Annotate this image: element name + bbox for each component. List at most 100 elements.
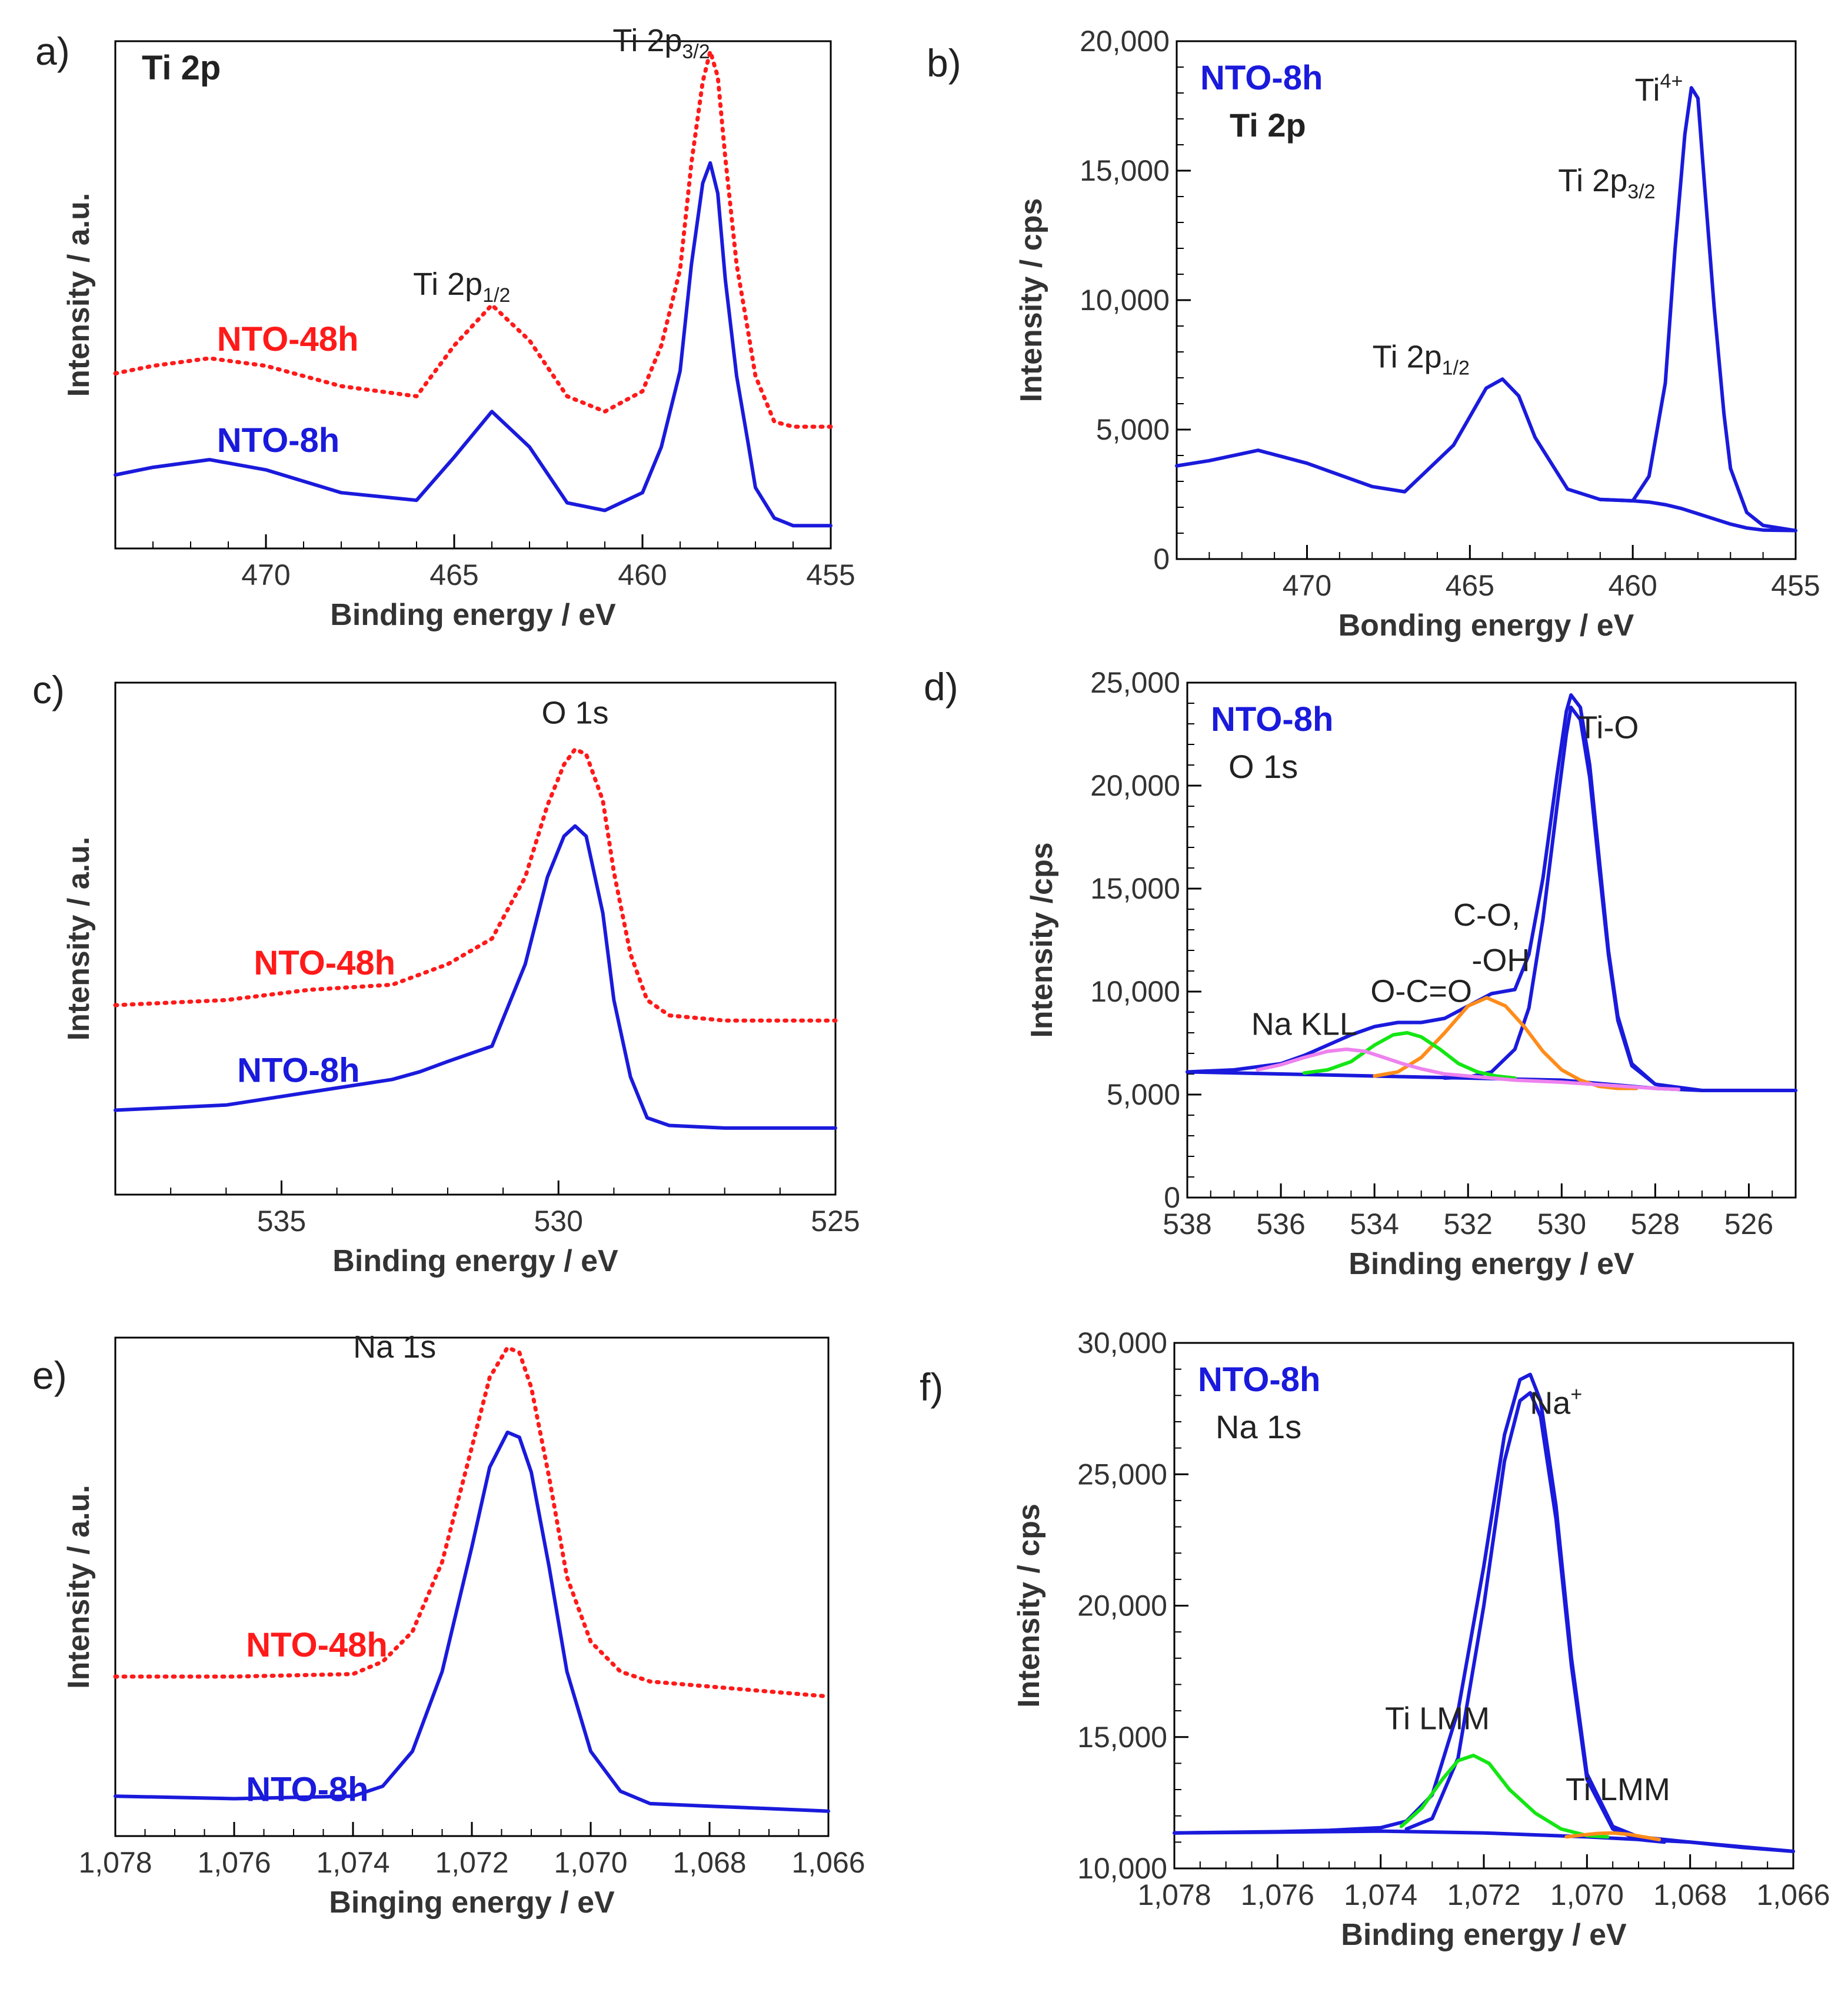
curve-label: NTO-48h — [246, 1626, 388, 1664]
sample-label: NTO-8h — [1200, 59, 1323, 97]
peak-annotation: C-O, — [1453, 897, 1520, 933]
y-tick-label: 20,000 — [1077, 1589, 1167, 1622]
y-tick-label: 5,000 — [1096, 413, 1170, 446]
panel-title: Ti 2p — [1230, 107, 1306, 144]
y-tick-label: 5,000 — [1107, 1078, 1180, 1111]
x-axis-label: Binding energy / eV — [332, 1244, 618, 1278]
x-tick-label: 1,078 — [1137, 1878, 1211, 1911]
curve-label: NTO-8h — [246, 1771, 368, 1809]
x-tick-label: 528 — [1631, 1208, 1680, 1241]
peak-annotation: Ti4+ — [1635, 70, 1683, 108]
panel-c: 535 530 525 Binding energy / eV Intensity / … — [32, 668, 860, 1278]
y-tick-label: 25,000 — [1077, 1458, 1167, 1491]
curve-label: NTO-8h — [217, 421, 339, 460]
curve-label: NTO-8h — [237, 1052, 359, 1090]
sample-label: NTO-8h — [1211, 700, 1333, 739]
y-axis-label: Intensity /cps — [1025, 842, 1059, 1037]
x-axis-label: Binding energy / eV — [330, 598, 616, 632]
y-tick-label: 15,000 — [1080, 154, 1170, 187]
x-tick-label: 465 — [429, 558, 478, 591]
y-tick-label: 0 — [1153, 543, 1170, 576]
peak-annotation: Ti 2p3/2 — [612, 23, 710, 63]
y-tick-label: 15,000 — [1090, 872, 1180, 905]
plot-frame — [114, 40, 832, 550]
series-nto-48h — [113, 49, 833, 429]
x-tick-label: 460 — [618, 558, 667, 591]
series-ti-lmm-1-069-6 — [1564, 1831, 1661, 1841]
series-line — [1598, 497, 1797, 533]
series-nto-8h — [114, 161, 833, 528]
peak-annotation: Ti 2p3/2 — [1558, 163, 1655, 203]
series-ti-lmm-1-072-2 — [1399, 1754, 1610, 1839]
x-tick-label: 535 — [257, 1205, 306, 1238]
peak-annotation: Ti LMM — [1385, 1701, 1490, 1736]
series-nto-8h — [114, 1430, 830, 1813]
panel-label: c) — [32, 668, 65, 711]
x-tick-label: 1,078 — [78, 1846, 152, 1879]
x-tick-label: 532 — [1444, 1208, 1493, 1241]
series-ti-o — [1443, 706, 1681, 1090]
x-tick-label: 455 — [1771, 569, 1820, 602]
x-tick-label: 530 — [534, 1205, 583, 1238]
series-o-c-o — [1302, 1031, 1517, 1080]
y-tick-label: 10,000 — [1080, 284, 1170, 317]
x-tick-label: 1,072 — [435, 1846, 508, 1879]
x-axis-label: Binging energy / eV — [329, 1885, 615, 1920]
panel-label: e) — [32, 1354, 67, 1397]
peak-annotation: -OH — [1471, 943, 1530, 978]
y-tick-label: 25,000 — [1090, 666, 1180, 699]
peak-annotation: Ti 2p1/2 — [413, 267, 510, 307]
plot-frame — [114, 1336, 830, 1837]
x-tick-label: 1,070 — [1550, 1878, 1624, 1911]
y-axis-label: Intensity / a.u. — [62, 1485, 96, 1689]
series-nto-8h — [114, 824, 837, 1130]
y-tick-label: 0 — [1164, 1181, 1180, 1214]
panel-title: Ti 2p — [142, 49, 221, 87]
panel-label: b) — [927, 41, 961, 85]
y-tick-label: 10,000 — [1090, 975, 1180, 1008]
series-nto-8h — [1175, 86, 1797, 533]
peak-annotation: Na KLL — [1251, 1007, 1357, 1042]
y-axis-label: Intensity / cps — [1012, 1504, 1046, 1708]
x-tick-label: 536 — [1256, 1208, 1305, 1241]
x-tick-label: 470 — [1283, 569, 1331, 602]
x-tick-label: 534 — [1350, 1208, 1399, 1241]
x-axis-label: Bonding energy / eV — [1338, 608, 1634, 643]
series-nto-48h — [113, 747, 838, 1023]
y-axis-label: Intensity / a.u. — [62, 193, 96, 397]
series-nto-48h — [113, 1345, 831, 1699]
y-axis-label: Intensity / cps — [1014, 198, 1048, 403]
peak-annotation: Na 1s — [353, 1329, 436, 1365]
x-tick-label: 526 — [1724, 1208, 1773, 1241]
x-tick-label: 1,068 — [672, 1846, 746, 1879]
x-tick-label: 525 — [811, 1205, 860, 1238]
panel-d: 538 536 534 532 530 528 526 0 5,000 10,000 15,000 2… — [924, 665, 1797, 1281]
peak-annotation: O-C=O — [1370, 974, 1472, 1009]
panel-title: Na 1s — [1216, 1408, 1301, 1445]
x-tick-label: 538 — [1163, 1208, 1211, 1241]
peak-annotation: O 1s — [541, 696, 608, 731]
y-axis-label: Intensity / a.u. — [62, 837, 96, 1041]
x-axis-label: Binding energy / eV — [1341, 1918, 1627, 1952]
x-tick-label: 465 — [1446, 569, 1494, 602]
x-tick-label: 1,074 — [1344, 1878, 1417, 1911]
x-tick-label: 455 — [806, 558, 855, 591]
series-na — [1404, 1391, 1666, 1844]
panel-f: 1,078 1,076 1,074 1,072 1,070 1,068 1,066 10,00… — [920, 1326, 1830, 1952]
panel-title: O 1s — [1228, 748, 1298, 785]
series-c-o-oh — [1373, 996, 1639, 1090]
panel-label: d) — [924, 665, 958, 709]
curve-label: NTO-48h — [217, 320, 359, 358]
plot-frame — [114, 681, 837, 1196]
peak-annotation: Ti LMM — [1566, 1772, 1670, 1807]
y-tick-label: 20,000 — [1090, 769, 1180, 802]
panel-b: 470 465 460 455 0 5,000 10,000 15,000 20,000 Bond… — [927, 25, 1820, 643]
x-tick-label: 1,074 — [316, 1846, 389, 1879]
panel-a: 470 465 460 455 Binding energy / eV Intensity… — [35, 23, 855, 632]
y-tick-label: 10,000 — [1077, 1852, 1167, 1885]
y-tick-label: 20,000 — [1080, 25, 1170, 58]
series-na-kll — [1256, 1047, 1681, 1092]
x-tick-label: 470 — [241, 558, 290, 591]
panel-label: f) — [920, 1365, 943, 1409]
